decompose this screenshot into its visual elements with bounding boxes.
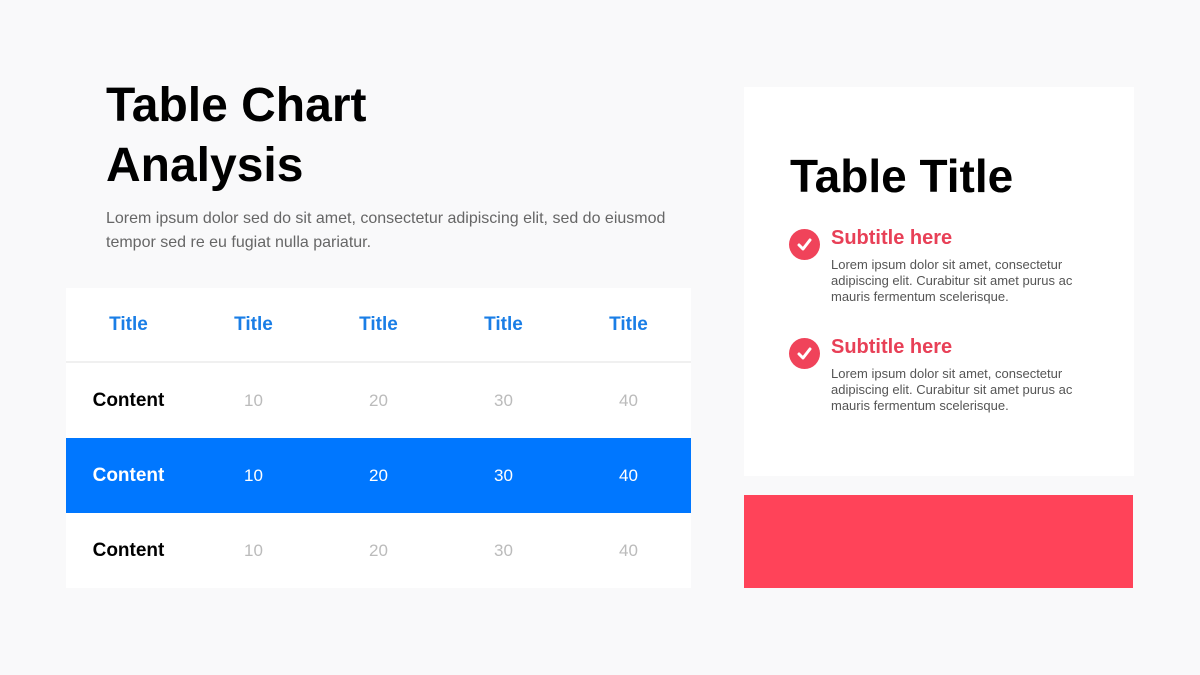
- table-row: Content 10 20 30 40: [66, 513, 691, 588]
- row-label: Content: [92, 464, 165, 486]
- table-row-highlighted: Content 10 20 30 40: [66, 438, 691, 513]
- table-cell: 10: [244, 540, 263, 560]
- column-header: Title: [234, 313, 273, 335]
- table-cell: 10: [244, 465, 263, 485]
- column-header: Title: [359, 313, 398, 335]
- column-header: Title: [484, 313, 523, 335]
- row-label: Content: [92, 539, 165, 561]
- item-text: Lorem ipsum dolor sit amet, consectetur …: [831, 257, 1073, 304]
- table-cell: 20: [369, 465, 388, 485]
- table-cell: 30: [494, 540, 513, 560]
- table-cell: 40: [619, 390, 638, 410]
- item-text: Lorem ipsum dolor sit amet, consectetur …: [831, 366, 1073, 413]
- row-label: Content: [92, 389, 165, 411]
- item-subtitle: Subtitle here: [831, 227, 953, 249]
- table-cell: 30: [494, 390, 513, 410]
- column-header: Title: [109, 313, 148, 335]
- page-title: Table Chart Analysis: [106, 79, 367, 192]
- table-cell: 40: [619, 465, 638, 485]
- table-cell: 10: [244, 390, 263, 410]
- card-title: Table Title: [790, 150, 1014, 202]
- column-header: Title: [609, 313, 648, 335]
- accent-block: [744, 495, 1133, 588]
- table-cell: 20: [369, 390, 388, 410]
- check-circle-icon: [789, 229, 820, 260]
- data-table: Title Title Title Title Title Content 10…: [66, 288, 691, 588]
- table-cell: 30: [494, 465, 513, 485]
- table-cell: 40: [619, 540, 638, 560]
- page-description: Lorem ipsum dolor sed do sit amet, conse…: [106, 210, 666, 251]
- table-row: Content 10 20 30 40: [66, 363, 691, 438]
- table-header-row: Title Title Title Title Title: [66, 288, 691, 363]
- check-circle-icon: [789, 338, 820, 369]
- table-cell: 20: [369, 540, 388, 560]
- item-subtitle: Subtitle here: [831, 336, 953, 358]
- info-card: Table Title Subtitle here Lorem ipsum do…: [744, 87, 1134, 476]
